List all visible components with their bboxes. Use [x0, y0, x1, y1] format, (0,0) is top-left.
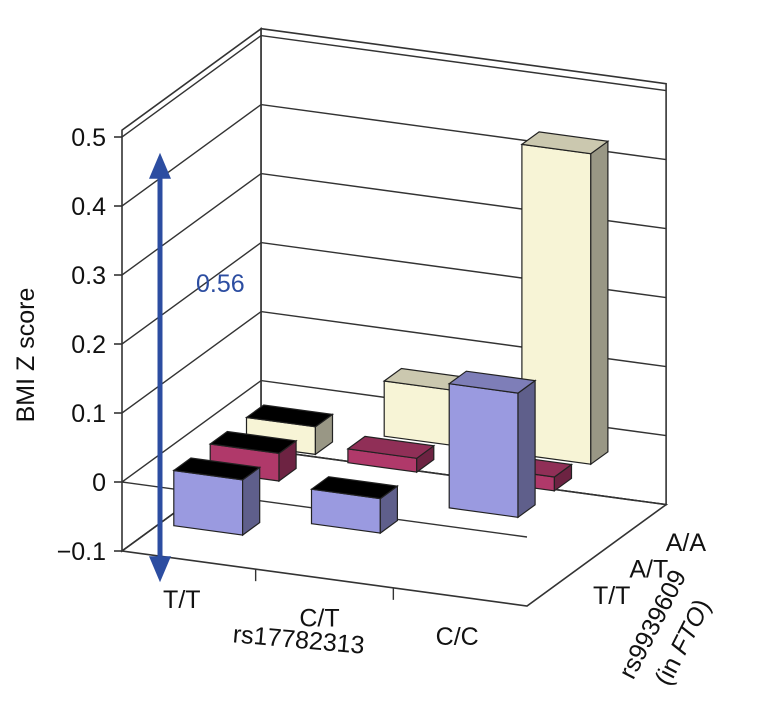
y-tick-label: 0.1: [71, 400, 106, 428]
bar-side-face: [590, 140, 609, 466]
bar-top-face: [172, 457, 262, 481]
bars-layer: [172, 131, 610, 537]
depth-tick-label: A/T: [629, 556, 668, 584]
x-axis-title: rs17782313: [232, 620, 366, 659]
y-axis: 0.5 0.4 0.3 0.2 0.1 0 −0.1: [57, 124, 122, 566]
bar-front-face: [383, 380, 454, 447]
depth-axis: T/TA/TA/A: [593, 529, 706, 610]
annotation-arrow-head-down: [149, 556, 171, 583]
y-tick-label: 0.5: [71, 124, 106, 152]
bar-AT-CT: [346, 435, 436, 474]
bar-TT-TT: [172, 457, 262, 537]
bar-top-face: [208, 430, 298, 455]
bar-top-face: [309, 476, 399, 500]
annotation-arrow: 0.56: [149, 152, 245, 583]
bar-top-face: [447, 370, 537, 394]
y-tick-label: −0.1: [57, 538, 106, 566]
bar-top-face: [346, 435, 436, 459]
y-tick-label: 0.3: [71, 262, 106, 290]
x-tick-label: C/C: [436, 623, 479, 651]
annotation-arrow-head-up: [149, 152, 171, 179]
y-axis-title: BMI Z score: [12, 288, 40, 423]
y-tick-label: 0.4: [71, 193, 106, 221]
bar-side-face: [517, 379, 536, 519]
bar-AA-CC: [520, 131, 610, 466]
x-axis: T/T C/T C/C: [163, 569, 479, 651]
depth-tick-label: A/A: [666, 529, 707, 557]
bar-top-face: [244, 404, 335, 428]
bar-front-face: [448, 383, 519, 518]
x-tick-label: T/T: [163, 586, 201, 614]
annotation-label: 0.56: [196, 270, 245, 298]
y-tick-label: 0.2: [71, 331, 106, 359]
gridline: [121, 34, 667, 138]
bar-AA-TT: [244, 404, 335, 456]
depth-tick-label: T/T: [593, 582, 631, 610]
bar-front-face: [173, 469, 244, 536]
bar-TT-CC: [447, 370, 537, 519]
x-tick-label: C/T: [299, 605, 339, 633]
y-tick-label: 0: [92, 469, 106, 497]
bar-TT-CT: [309, 476, 399, 535]
bar-top-face: [520, 131, 610, 155]
